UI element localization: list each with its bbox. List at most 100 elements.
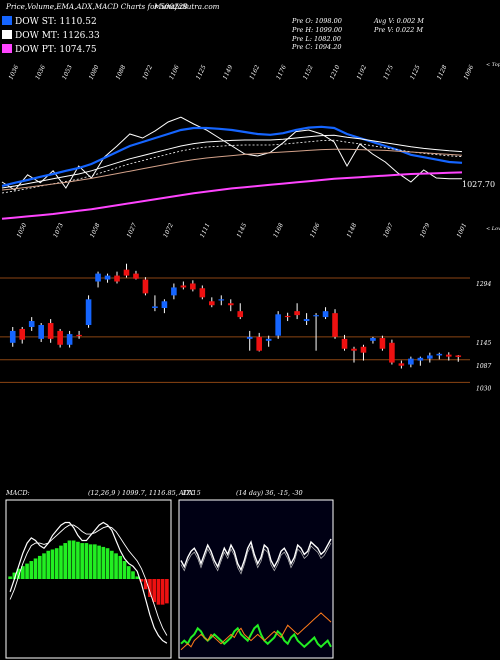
candle-body — [133, 273, 139, 279]
candle-body — [246, 336, 253, 339]
candle-body — [370, 338, 376, 341]
candle-body — [38, 325, 44, 339]
ema-panel: 1036 1036 1053 1080 1088 1072 1106 1125 1149 1162… — [1, 62, 500, 239]
stat-pre-close: Pre C: 1094.20 — [291, 43, 342, 51]
lows-label: 1097 — [382, 222, 395, 239]
candle-body — [76, 334, 82, 337]
tops-label: 1175 — [382, 64, 395, 81]
lows-caption: < Lows — [486, 226, 500, 232]
adx-series-adx — [180, 538, 332, 572]
price-label: 1087 — [476, 363, 491, 370]
tops-caption: < Tops — [486, 62, 500, 68]
candle-body — [417, 357, 424, 361]
tops-label: 1149 — [222, 64, 235, 81]
candle-body — [332, 313, 338, 337]
macd-histogram-bar — [160, 579, 165, 605]
stat-pre-low: Pre L: 1082.00 — [291, 35, 341, 43]
macd-histogram-bar — [109, 550, 114, 579]
candle-body — [57, 330, 63, 345]
candle-body — [180, 285, 187, 288]
macd-histogram-bar — [16, 568, 21, 579]
tops-label: 1128 — [436, 64, 449, 81]
candle-body — [227, 303, 234, 306]
tops-label: 1072 — [141, 64, 154, 81]
macd-title: MACD: — [5, 489, 30, 497]
macd-histogram-bar — [71, 540, 76, 579]
macd-histogram-bar — [88, 544, 93, 579]
macd-histogram-bar — [105, 548, 110, 579]
macd-histogram-bar — [152, 579, 156, 603]
tops-label: 1096 — [462, 64, 475, 81]
adx-series-di — [180, 612, 332, 651]
candle-body — [190, 283, 196, 290]
macd-histogram-bar — [46, 550, 51, 579]
candle-body — [445, 354, 452, 357]
candle-body — [275, 314, 281, 336]
candle-body — [114, 275, 120, 282]
adx-params: (14 day) 36, -15, -30 — [236, 489, 303, 497]
macd-histogram-bar — [97, 545, 101, 579]
tops-label: 1176 — [275, 64, 288, 81]
candle-body — [379, 338, 386, 349]
macd-histogram-bar — [67, 540, 72, 579]
lows-label: 1079 — [419, 222, 432, 239]
macd-histogram-bar — [84, 543, 89, 579]
candle-body — [142, 279, 149, 294]
macd-histogram-bar — [21, 566, 25, 579]
legend-dow-mt: DOW MT: 1126.33 — [15, 31, 100, 41]
macd-histogram-bar — [50, 549, 55, 579]
candle-body — [66, 334, 73, 345]
macd-histogram-bar — [76, 541, 80, 579]
candle-body — [294, 311, 300, 316]
series-ema-lt — [1, 148, 463, 191]
candle-body — [427, 355, 433, 359]
candle-body — [303, 319, 310, 322]
site-name: MunafaSutra.com — [153, 2, 220, 11]
candle-body — [47, 323, 54, 339]
tops-label: 1088 — [115, 64, 128, 81]
macd-histogram-bar — [29, 561, 34, 579]
legend-dow-pt: DOW PT: 1074.75 — [15, 45, 97, 55]
macd-histogram-bar — [139, 579, 144, 582]
candle-body — [95, 273, 101, 282]
candle-body — [104, 275, 111, 280]
macd-histogram-bar — [114, 553, 118, 579]
candle-body — [313, 315, 319, 317]
tops-label: 1162 — [248, 64, 261, 81]
macd-signal-line — [9, 524, 168, 636]
candle-body — [9, 330, 16, 343]
macd-histogram-bar — [126, 566, 131, 579]
candle-body — [161, 301, 168, 308]
macd-frame — [5, 499, 172, 659]
macd-panel — [8, 521, 169, 644]
series-ema-mt-band — [1, 139, 463, 194]
candle-body — [284, 315, 291, 318]
macd-line — [9, 521, 168, 644]
adx-series-adx-shadow — [180, 542, 332, 575]
candle-body — [171, 287, 177, 296]
legend-dow-st: DOW ST: 1110.52 — [15, 17, 97, 27]
lows-label: 1050 — [15, 222, 28, 239]
candle-body — [85, 299, 92, 325]
series-ema-mt — [1, 134, 463, 189]
macd-histogram-bar — [80, 543, 84, 579]
series-price — [1, 116, 462, 191]
macd-histogram-bar — [143, 579, 148, 590]
tops-label: 1053 — [61, 64, 74, 81]
legend: DOW ST: 1110.52 DOW MT: 1126.33 DOW PT: … — [2, 16, 100, 55]
macd-histogram-bar — [54, 548, 59, 579]
stat-avg-volume: Avg V: 0.002 M — [373, 17, 424, 25]
macd-histogram-bar — [12, 572, 17, 579]
tops-label: 1152 — [302, 64, 315, 81]
legend-swatch-dow-mt — [2, 30, 12, 39]
legend-swatch-dow-pt — [2, 44, 12, 53]
macd-params: (12,26,9 ) 1099.7, 1116.85, -17.15 — [88, 489, 201, 497]
candle-body — [209, 301, 215, 306]
lows-label: 1106 — [309, 222, 322, 239]
tops-label: 1036 — [7, 64, 20, 81]
stat-pre-open: Pre O: 1098.00 — [291, 17, 342, 25]
candle-body — [265, 338, 272, 341]
price-label: 1294 — [476, 281, 491, 288]
candle-body — [389, 342, 395, 363]
